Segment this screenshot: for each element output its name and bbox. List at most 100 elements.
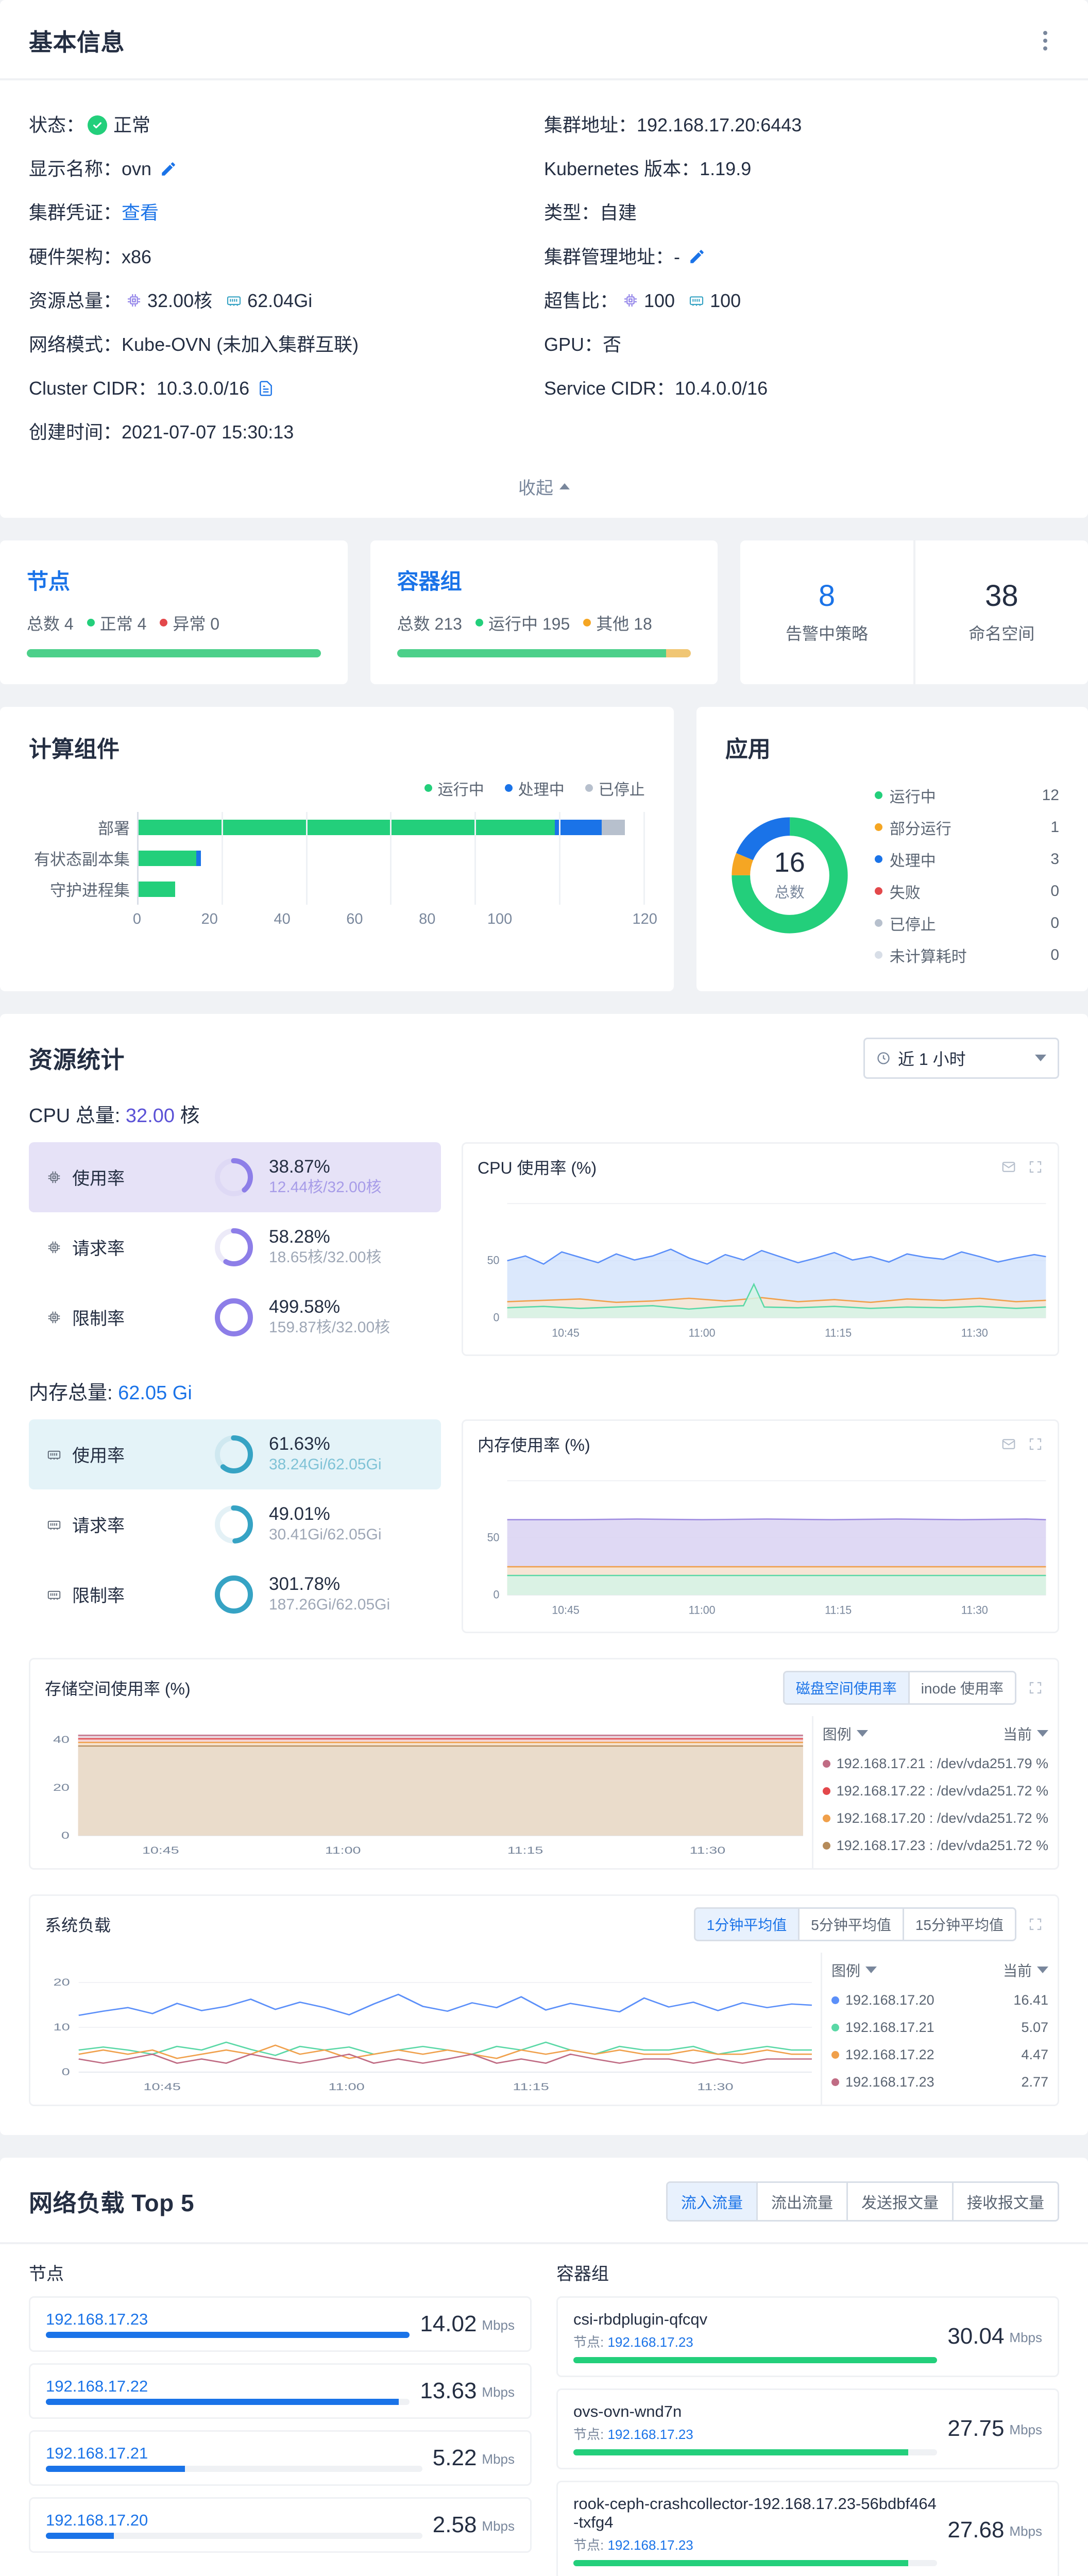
cpu-usage-graph-card: CPU 使用率 (%) (462, 1142, 1059, 1356)
bar-seg-running (137, 881, 175, 897)
disk-legend-panel: 图例 当前 192.168.17.21 : /dev/vda2 51.79 % 1… (811, 1716, 1058, 1868)
tab-inode[interactable]: inode 使用率 (909, 1672, 1015, 1703)
info-label: 集群凭证： (29, 202, 122, 224)
info-row-gpu: GPU： 否 (544, 323, 1059, 366)
mail-icon[interactable] (1001, 1436, 1016, 1452)
tab-received-packets[interactable]: 接收报文量 (954, 2182, 1058, 2220)
list-item[interactable]: csi-rbdplugin-qfcqv 节点: 192.168.17.23 30… (556, 2296, 1059, 2377)
info-value-cpu-overcommit: 100 (644, 290, 675, 311)
memory-graph-title: 内存使用率 (%) (478, 1435, 590, 1454)
memory-limit-metric[interactable]: 限制率 301.78% 187.26Gi/62.05Gi (29, 1560, 441, 1630)
svg-text:0: 0 (61, 1829, 70, 1841)
info-label: Service CIDR： (544, 378, 675, 399)
memory-total-unit: Gi (172, 1382, 192, 1404)
node-name[interactable]: 192.168.17.22 (46, 2377, 148, 2395)
metric-percent: 58.28% (269, 1226, 330, 1247)
bar-row-daemonsets: 守护进程集 (50, 873, 645, 905)
pod-unit: Mbps (1009, 2330, 1042, 2345)
memory-icon (226, 292, 242, 309)
disk-graph-header: 存储空间使用率 (%) 磁盘空间使用率 inode 使用率 (30, 1659, 1058, 1716)
disk-section: 存储空间使用率 (%) 磁盘空间使用率 inode 使用率 (0, 1657, 1088, 1870)
time-range-select[interactable]: 近 1 小时 (863, 1037, 1059, 1079)
list-item[interactable]: 192.168.17.22 13.63 Mbps (29, 2363, 532, 2419)
tab-load-1m[interactable]: 1分钟平均值 (695, 1908, 800, 1940)
pod-name[interactable]: rook-ceph-crashcollector-192.168.17.23-5… (573, 2494, 937, 2531)
tab-load-15m[interactable]: 15分钟平均值 (904, 1908, 1015, 1940)
tab-outbound-traffic[interactable]: 流出流量 (758, 2182, 848, 2220)
info-label: Cluster CIDR： (29, 378, 157, 399)
metric-percent: 499.58% (269, 1296, 341, 1317)
current-select[interactable]: 当前 (1003, 1723, 1048, 1744)
info-value: x86 (122, 246, 152, 267)
pod-node: 节点: 192.168.17.23 (573, 2334, 693, 2350)
alerting-policies-value: 8 (818, 579, 836, 613)
apps-title: 应用 (725, 736, 771, 762)
svg-text:10:45: 10:45 (143, 2081, 180, 2092)
alerts-namespaces-card: 8 告警中策略 38 命名空间 (740, 540, 1088, 684)
metric-label: 限制率 (72, 1309, 125, 1329)
info-row-created-time: 创建时间： 2021-07-07 15:30:13 (29, 410, 544, 454)
list-item[interactable]: 192.168.17.20 2.58 Mbps (29, 2497, 532, 2553)
memory-total-label: 内存总量: (29, 1382, 113, 1404)
svg-text:11:00: 11:00 (325, 1844, 361, 1856)
node-value: 2.58 (432, 2512, 477, 2537)
memory-usage-metric[interactable]: 使用率 61.63% 38.24Gi/62.05Gi (29, 1419, 441, 1489)
disk-area-chart: 40 20 0 10:45 11:00 11:15 11:30 (53, 1734, 803, 1856)
legend-select[interactable]: 图例 (823, 1723, 868, 1744)
status-dot-running (475, 619, 483, 626)
svg-text:10:45: 10:45 (552, 1326, 580, 1339)
status-dot-abnormal (160, 619, 168, 626)
memory-graph-body: 50 0 10:45 11:00 11:15 11:30 (463, 1467, 1058, 1632)
cpu-request-metric[interactable]: 请求率 58.28% 18.65核/32.00核 (29, 1212, 441, 1282)
legend-select[interactable]: 图例 (831, 1960, 877, 1980)
divider (0, 2242, 1088, 2244)
legend-stopped: 已停止 (585, 777, 645, 800)
nodes-card-title[interactable]: 节点 (27, 569, 71, 594)
node-name[interactable]: 192.168.17.21 (46, 2444, 148, 2462)
dot-icon (1043, 31, 1047, 35)
apps-panel: 应用 16 总数 (696, 706, 1088, 991)
cpu-graph-title: CPU 使用率 (%) (478, 1158, 597, 1177)
document-icon[interactable] (258, 380, 274, 397)
cpu-limit-metric[interactable]: 限制率 499.58% 159.87核/32.00核 (29, 1282, 441, 1352)
resource-statistics-card: 资源统计 近 1 小时 CPU 总量: 32.00 核 使用率 (0, 1013, 1088, 2135)
node-name[interactable]: 192.168.17.20 (46, 2511, 148, 2529)
pod-name[interactable]: ovs-ovn-wnd7n (573, 2402, 682, 2420)
pencil-icon[interactable] (688, 248, 706, 265)
pod-value: 30.04 (947, 2324, 1005, 2349)
alerting-policies-stat[interactable]: 8 告警中策略 (740, 540, 913, 684)
list-item[interactable]: 192.168.17.23 14.02 Mbps (29, 2296, 532, 2352)
tab-disk-space[interactable]: 磁盘空间使用率 (784, 1672, 910, 1703)
memory-usage-graph-card: 内存使用率 (%) (462, 1419, 1059, 1633)
more-actions-button[interactable] (1031, 27, 1059, 55)
cpu-usage-metric[interactable]: 使用率 38.87% 12.44核/32.00核 (29, 1142, 441, 1212)
usage-ring (215, 1505, 253, 1544)
collapse-toggle[interactable]: 收起 (0, 460, 1088, 518)
tab-load-5m[interactable]: 5分钟平均值 (800, 1908, 904, 1940)
svg-text:11:00: 11:00 (689, 1326, 716, 1339)
usage-ring (215, 1158, 253, 1196)
view-credential-link[interactable]: 查看 (122, 202, 159, 224)
tab-inbound-traffic[interactable]: 流入流量 (668, 2182, 758, 2220)
tab-sent-packets[interactable]: 发送报文量 (848, 2182, 954, 2220)
fullscreen-icon[interactable] (1028, 1436, 1043, 1452)
svg-text:11:15: 11:15 (507, 1844, 543, 1856)
fullscreen-icon[interactable] (1028, 1159, 1043, 1175)
node-unit: Mbps (482, 2384, 515, 2400)
fullscreen-icon[interactable] (1028, 1680, 1043, 1696)
fullscreen-icon[interactable] (1028, 1917, 1043, 1932)
list-item[interactable]: ovs-ovn-wnd7n 节点: 192.168.17.23 27.75 Mb… (556, 2388, 1059, 2469)
pod-name[interactable]: csi-rbdplugin-qfcqv (573, 2310, 708, 2328)
metric-detail: 30.41Gi/62.05Gi (269, 1526, 382, 1544)
current-select[interactable]: 当前 (1003, 1960, 1048, 1980)
pods-card-title[interactable]: 容器组 (397, 569, 462, 594)
list-item[interactable]: 192.168.17.21 5.22 Mbps (29, 2430, 532, 2486)
info-row-credential: 集群凭证： 查看 (29, 191, 544, 234)
pencil-icon[interactable] (160, 160, 177, 178)
list-item[interactable]: rook-ceph-crashcollector-192.168.17.23-5… (556, 2480, 1059, 2576)
divider (0, 78, 1088, 80)
namespaces-stat[interactable]: 38 命名空间 (913, 540, 1088, 684)
node-name[interactable]: 192.168.17.23 (46, 2310, 148, 2328)
memory-request-metric[interactable]: 请求率 49.01% 30.41Gi/62.05Gi (29, 1489, 441, 1560)
mail-icon[interactable] (1001, 1159, 1016, 1175)
